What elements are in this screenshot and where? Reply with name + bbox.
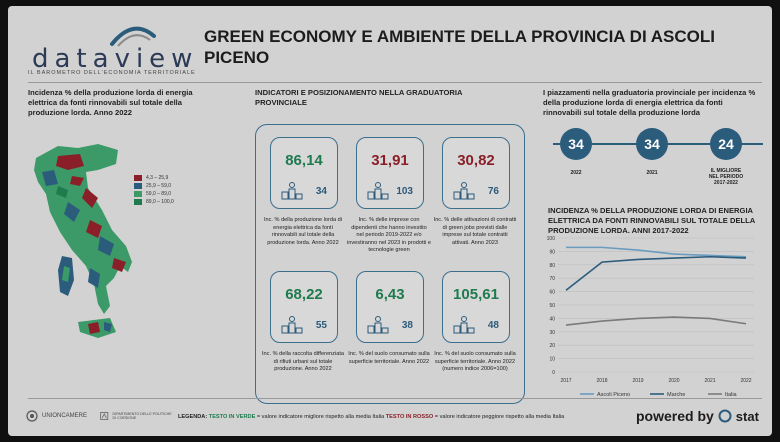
- indicator-card: 68,22 55: [270, 271, 338, 343]
- indicator-description: Inc. % del suolo consumato sulla superfi…: [434, 351, 516, 372]
- indicator-value: 105,61: [453, 286, 499, 303]
- indicator-rank: 76: [487, 186, 499, 197]
- placement-label: 2021: [646, 170, 658, 176]
- x-tick-label: 2017: [560, 378, 571, 384]
- y-tick-label: 40: [549, 316, 555, 322]
- indicator-value: 30,82: [457, 152, 495, 169]
- line-chart: 0 10 20 30 40 50 60 70 80 90 100 2017 2018 2019 2020 20…: [547, 236, 754, 398]
- italy-map: [34, 144, 132, 338]
- footer-divider: [28, 398, 762, 399]
- x-tick-label: 2019: [632, 378, 643, 384]
- podium-icon: [281, 182, 303, 200]
- x-tick-label: 2021: [704, 378, 715, 384]
- series-line: [566, 246, 747, 258]
- unioncamere-icon: [26, 410, 38, 422]
- y-tick-label: 100: [547, 236, 556, 242]
- map-legend-item: 4,3 – 25,9: [134, 174, 174, 182]
- indicator-description: Inc. % della produzione lorda di energia…: [263, 217, 343, 246]
- page-title: GREEN ECONOMY E AMBIENTE DELLA PROVINCIA…: [204, 27, 715, 67]
- placement-circle: 24: [710, 128, 742, 160]
- indicator-value: 68,22: [285, 286, 323, 303]
- istat-icon: [718, 409, 732, 423]
- y-tick-label: 0: [552, 370, 555, 376]
- indicator-card: 6,43 38: [356, 271, 424, 343]
- map-legend-item: 25,9 – 59,0: [134, 182, 174, 190]
- powered-by: powered by stat: [636, 408, 759, 424]
- indicator-description: Inc. % delle imprese con dipendenti che …: [347, 217, 431, 253]
- indicator-description: Inc. % della raccolta differenziata di r…: [262, 351, 344, 372]
- indicator-card: 31,91 103: [356, 137, 424, 209]
- logo-subtitle: IL BAROMETRO DELL'ECONOMIA TERRITORIALE: [28, 70, 196, 76]
- placement-label: IL MIGLIORE NEL PERIODO 2017-2022: [708, 168, 744, 186]
- y-tick-label: 30: [549, 330, 555, 336]
- map-legend-item: 89,0 – 100,0: [134, 198, 174, 206]
- indicator-card: 105,61 48: [442, 271, 510, 343]
- coesione-icon: [100, 412, 109, 420]
- logo-text: dataview: [32, 44, 199, 74]
- logo-arc-icon: [110, 26, 156, 47]
- placements-heading: I piazzamenti nella graduatoria provinci…: [543, 88, 756, 117]
- series-line: [565, 316, 747, 326]
- indicator-description: Inc. % delle attivazioni di contratti di…: [433, 217, 517, 246]
- podium-icon: [367, 316, 389, 334]
- unioncamere-logo: UNIONCAMERE: [26, 410, 87, 422]
- indicator-value: 31,91: [371, 152, 409, 169]
- y-tick-label: 90: [549, 249, 555, 255]
- series-line: [565, 255, 747, 291]
- indicator-value: 86,14: [285, 152, 323, 169]
- x-tick-label: 2022: [740, 378, 751, 384]
- indicators-heading: INDICATORI E POSIZIONAMENTO NELLA GRADUA…: [255, 88, 463, 107]
- x-tick-label: 2018: [596, 378, 607, 384]
- y-tick-label: 70: [549, 276, 555, 282]
- slide: dataview IL BAROMETRO DELL'ECONOMIA TERR…: [8, 6, 772, 436]
- map-legend: 4,3 – 25,9 25,9 – 59,0 59,0 – 89,0 89,0 …: [134, 174, 174, 206]
- y-tick-label: 60: [549, 290, 555, 296]
- y-tick-label: 50: [549, 303, 555, 309]
- legend-label: Ascoli Piceno: [597, 392, 630, 398]
- podium-icon: [281, 316, 303, 334]
- y-tick-label: 10: [549, 357, 555, 363]
- indicator-rank: 48: [487, 320, 499, 331]
- placement-label: 2022: [570, 170, 582, 176]
- indicator-value: 6,43: [375, 286, 405, 303]
- coesione-logo: DIPARTIMENTO DELLE POLITICHE DI COESIONE: [100, 410, 172, 422]
- indicator-description: Inc. % del suolo consumato sulla superfi…: [348, 351, 430, 365]
- indicator-rank: 103: [396, 186, 413, 197]
- placement-circle: 34: [560, 128, 592, 160]
- divider: [28, 82, 762, 83]
- podium-icon: [367, 182, 389, 200]
- chart-heading: INCIDENZA % DELLA PRODUZIONE LORDA DI EN…: [548, 206, 755, 235]
- legend-label: Marche: [667, 392, 685, 398]
- podium-icon: [453, 182, 475, 200]
- indicators-panel: 86,14 34 Inc. % della produzione lorda d…: [255, 124, 525, 404]
- footer-legend: LEGENDA: TESTO IN VERDE = valore indicat…: [178, 414, 565, 420]
- map-legend-item: 59,0 – 89,0: [134, 190, 174, 198]
- podium-icon: [453, 316, 475, 334]
- indicator-card: 30,82 76: [442, 137, 510, 209]
- indicator-rank: 38: [401, 320, 413, 331]
- legend-label: Italia: [725, 392, 738, 398]
- y-tick-label: 80: [549, 263, 555, 269]
- indicator-card: 86,14 34: [270, 137, 338, 209]
- map-heading: Incidenza % della produzione lorda di en…: [28, 88, 193, 117]
- x-tick-label: 2020: [668, 378, 679, 384]
- indicator-rank: 55: [315, 320, 327, 331]
- indicator-rank: 34: [315, 186, 327, 197]
- placement-circle: 34: [636, 128, 668, 160]
- y-tick-label: 20: [549, 343, 555, 349]
